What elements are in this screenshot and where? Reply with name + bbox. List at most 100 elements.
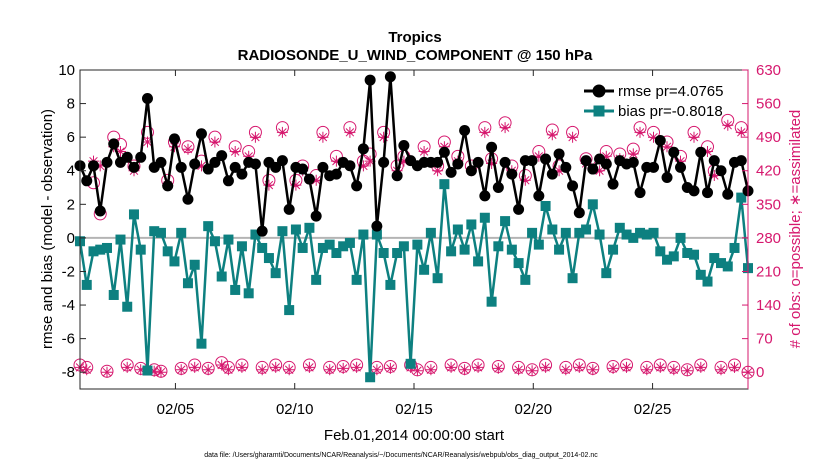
obs-assimilated-point	[479, 126, 491, 138]
y-tick-label-left: -4	[62, 297, 75, 314]
bias-point	[581, 224, 592, 235]
data-file-footnote: data file: /Users/gharamti/Documents/NCA…	[204, 452, 598, 459]
rmse-point	[675, 161, 687, 173]
rmse-point	[229, 161, 241, 173]
rmse-point	[283, 203, 295, 215]
obs-assimilated-point	[94, 160, 106, 172]
obs-assimilated-point	[270, 361, 282, 373]
obs-assimilated-point	[661, 141, 673, 153]
obs-assimilated-point	[607, 362, 619, 374]
obs-assimilated-point	[209, 136, 221, 148]
bias-point	[189, 259, 200, 270]
legend-rmse-label: rmse pr=4.0765	[618, 83, 723, 100]
obs-assimilated-point	[553, 165, 565, 177]
bias-point	[101, 242, 112, 253]
rmse-point	[249, 158, 261, 170]
rmse-point	[506, 168, 518, 180]
rmse-point	[526, 155, 538, 167]
bias-point	[257, 242, 268, 253]
obs-assimilated-point	[371, 364, 383, 376]
bias-point	[176, 227, 187, 238]
y-tick-label-left: 10	[58, 62, 75, 79]
obs-assimilated-point	[330, 155, 342, 167]
x-axis: 02/05 02/10 02/15 02/20 02/25	[157, 70, 671, 418]
bias-point	[689, 249, 700, 260]
bias-point	[155, 227, 166, 238]
bias-point	[452, 224, 463, 235]
chart-subtitle: RADIOSONDE_U_WIND_COMPONENT @ 150 hPa	[238, 47, 593, 64]
obs-assimilated-point	[519, 174, 531, 186]
bias-point	[587, 199, 598, 210]
obs-assimilated-point	[492, 362, 504, 374]
obs-assimilated-point	[634, 126, 646, 138]
bias-point	[479, 212, 490, 223]
obs-assimilated-point	[357, 160, 369, 172]
bias-point	[270, 268, 281, 279]
y-tick-label-right: 140	[756, 297, 781, 314]
obs-assimilated-point	[384, 362, 396, 374]
bias-point	[182, 278, 193, 289]
bias-point	[668, 251, 679, 262]
rmse-point	[256, 225, 268, 237]
bias-point	[223, 234, 234, 245]
obs-assimilated-point	[546, 129, 558, 141]
obs-assimilated-point	[317, 131, 329, 143]
bias-point	[547, 224, 558, 235]
bias-point	[290, 224, 301, 235]
rmse-point	[634, 187, 646, 199]
rmse-point	[378, 156, 390, 168]
rmse-point	[384, 71, 396, 83]
bias-point	[196, 338, 207, 349]
bias-point	[662, 254, 673, 265]
x-tick-label: 02/15	[395, 401, 433, 418]
obs-assimilated-point	[142, 136, 153, 148]
bias-point	[446, 246, 457, 257]
bias-point	[635, 227, 646, 238]
rmse-point	[546, 168, 558, 180]
bias-point	[392, 248, 403, 259]
obs-assimilated-point	[573, 361, 585, 373]
obs-assimilated-point	[587, 364, 599, 376]
rmse-point	[668, 146, 680, 158]
obs-assimilated-point	[155, 366, 167, 378]
obs-assimilated-point	[695, 361, 707, 373]
x-tick-label: 02/20	[515, 401, 553, 418]
obs-assimilated-point	[540, 361, 552, 373]
obs-assimilated-point	[243, 150, 255, 162]
obs-assimilated-point	[189, 361, 201, 373]
bias-point	[351, 274, 362, 285]
bias-point	[250, 229, 261, 240]
bias-point	[459, 244, 470, 255]
obs-assimilated-point	[600, 150, 612, 162]
rmse-point	[182, 193, 194, 205]
y-tick-label-left: 2	[67, 196, 75, 213]
bias-point	[371, 229, 382, 240]
bias-point	[324, 239, 335, 250]
rmse-point	[391, 170, 403, 182]
obs-assimilated-point	[715, 364, 727, 376]
obs-assimilated-point	[627, 148, 639, 160]
obs-assimilated-point	[735, 126, 747, 138]
rmse-point	[702, 187, 714, 199]
obs-assimilated-point	[337, 362, 349, 374]
rmse-point	[168, 133, 180, 145]
rmse-point	[276, 155, 288, 167]
rmse-point	[121, 151, 133, 163]
obs-assimilated-point	[398, 155, 410, 167]
rmse-point	[310, 210, 322, 222]
obs-assimilated-point	[229, 146, 241, 157]
obs-assimilated-point	[621, 361, 632, 373]
y-tick-label-left: 4	[67, 163, 75, 180]
rmse-point	[135, 151, 147, 163]
rmse-point	[209, 156, 221, 168]
bias-point	[263, 253, 274, 264]
bias-point	[358, 229, 369, 240]
bias-point	[115, 234, 126, 245]
bias-point	[621, 229, 632, 240]
bias-point	[317, 242, 328, 253]
obs-assimilated-point	[236, 361, 248, 373]
rmse-point	[364, 74, 376, 86]
y-tick-label-left: 0	[67, 230, 75, 247]
rmse-point	[222, 175, 234, 187]
